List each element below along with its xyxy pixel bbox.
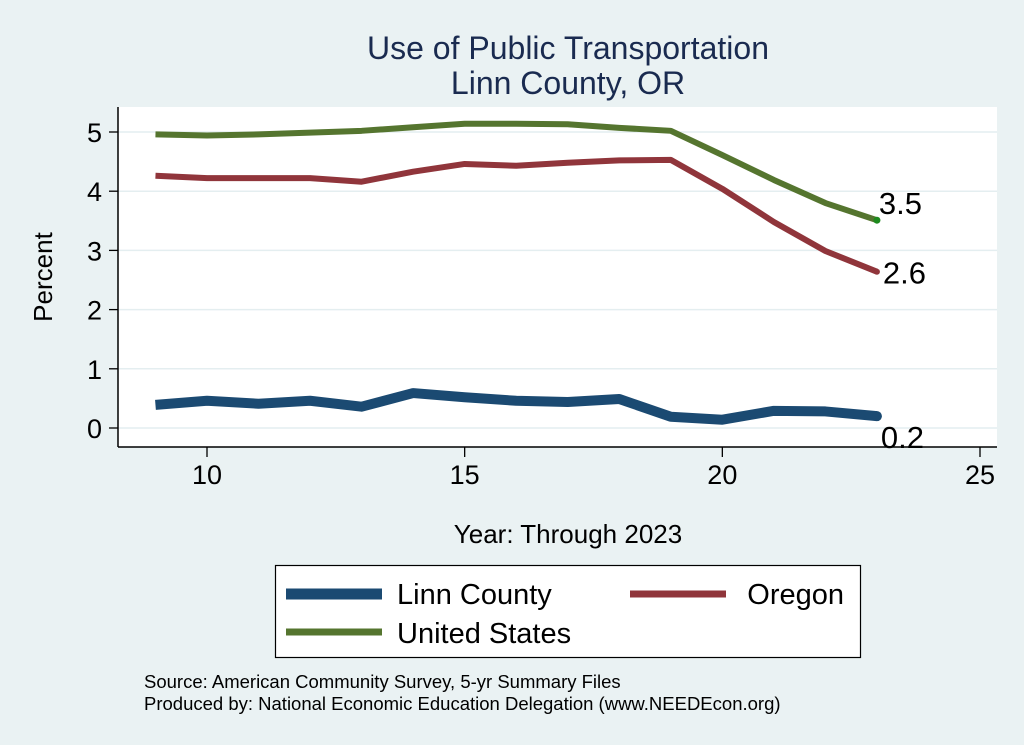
legend: Linn County Oregon United States xyxy=(274,564,862,659)
x-axis-title: Year: Through 2023 xyxy=(454,519,682,549)
chart-title: Use of Public Transportation xyxy=(367,30,769,66)
producer-note: Produced by: National Economic Education… xyxy=(144,693,781,714)
legend-box xyxy=(274,564,862,659)
y-tick-label-3: 3 xyxy=(87,236,102,266)
legend-label-united-states: United States xyxy=(397,618,571,650)
y-tick-label-5: 5 xyxy=(87,118,102,148)
end-label-united-states: 3.5 xyxy=(879,186,922,221)
gridlines xyxy=(118,131,997,429)
series-lines xyxy=(155,120,882,425)
plot-area xyxy=(118,107,997,447)
axis-ticks: 0 1 2 3 4 5 10 15 20 25 xyxy=(87,118,995,490)
chart-subtitle: Linn County, OR xyxy=(451,65,685,101)
y-tick-label-1: 1 xyxy=(87,355,102,385)
y-tick-label-4: 4 xyxy=(87,177,102,207)
x-tick-label-20: 20 xyxy=(707,460,737,490)
legend-label-linn-county: Linn County xyxy=(397,579,552,611)
axes xyxy=(117,107,997,448)
source-note: Source: American Community Survey, 5-yr … xyxy=(144,671,621,692)
y-tick-label-0: 0 xyxy=(87,414,102,444)
legend-label-oregon: Oregon xyxy=(747,579,844,611)
end-label-oregon: 2.6 xyxy=(883,256,926,291)
end-labels: 0.2 2.6 3.5 xyxy=(879,186,926,455)
end-marker-linn-county xyxy=(871,411,882,422)
x-tick-label-10: 10 xyxy=(192,460,222,490)
y-axis-title: Percent xyxy=(28,231,58,321)
end-marker-united-states xyxy=(873,216,881,224)
y-tick-label-2: 2 xyxy=(87,296,102,326)
end-marker-oregon xyxy=(873,268,880,275)
end-label-linn-county: 0.2 xyxy=(881,420,924,455)
x-tick-label-25: 25 xyxy=(965,460,995,490)
x-tick-label-15: 15 xyxy=(450,460,480,490)
